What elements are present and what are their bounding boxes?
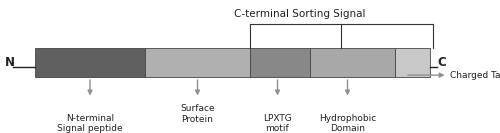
FancyBboxPatch shape <box>250 48 310 77</box>
Text: N-terminal
Signal peptide: N-terminal Signal peptide <box>57 114 123 133</box>
Text: C: C <box>438 56 446 69</box>
Text: LPXTG
motif: LPXTG motif <box>263 114 292 133</box>
FancyBboxPatch shape <box>310 48 395 77</box>
FancyBboxPatch shape <box>35 48 145 77</box>
Text: Surface
Protein: Surface Protein <box>180 104 215 124</box>
Text: Hydrophobic
Domain: Hydrophobic Domain <box>319 114 376 133</box>
Text: C-terminal Sorting Signal: C-terminal Sorting Signal <box>234 9 366 19</box>
Text: N: N <box>5 56 15 69</box>
FancyBboxPatch shape <box>145 48 250 77</box>
Text: Charged Tail: Charged Tail <box>450 71 500 80</box>
FancyBboxPatch shape <box>395 48 430 77</box>
